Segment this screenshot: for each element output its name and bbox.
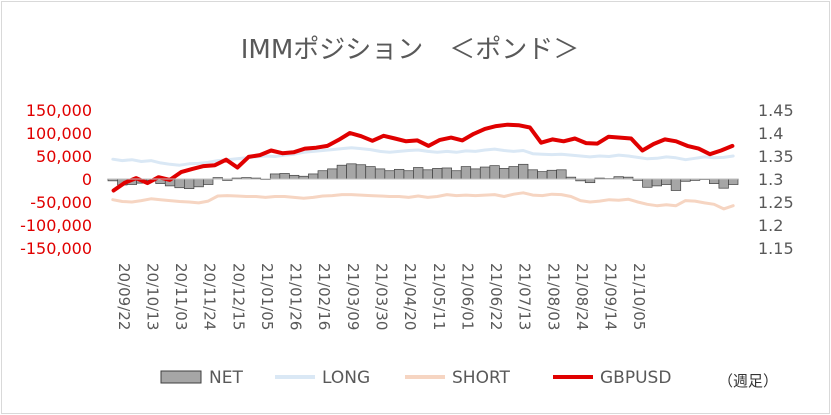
- x-tick-label: 20/10/13: [143, 263, 161, 330]
- left-tick-label: 100,000: [26, 124, 92, 143]
- legend-short-label: SHORT: [452, 368, 511, 388]
- x-tick-label: 21/07/13: [516, 263, 534, 330]
- net-bar: [537, 171, 548, 180]
- x-tick-label: 21/06/01: [458, 263, 476, 330]
- net-bar: [508, 166, 519, 180]
- net-bar: [374, 168, 386, 180]
- net-bar: [269, 173, 281, 180]
- x-tick-label: 21/03/09: [344, 263, 362, 330]
- left-tick-label: 0: [82, 170, 92, 189]
- net-bar: [289, 174, 300, 180]
- net-bar: [470, 168, 481, 180]
- x-tick-label: 21/04/20: [401, 263, 419, 330]
- left-axis: 150,000 100,000 50,000 0 -50,000 -100,000 -150…: [20, 101, 92, 258]
- net-bar: [308, 173, 319, 180]
- x-axis: 20/09/22 20/10/13 20/11/03 20/11/24 20/12/15…: [115, 263, 648, 330]
- legend-net-swatch: [160, 370, 202, 384]
- x-tick-label: 21/01/05: [258, 263, 276, 330]
- legend-net-label: NET: [209, 368, 243, 388]
- right-axis: 1.45 1.4 1.35 1.3 1.25 1.2 1.15: [758, 101, 794, 258]
- series-lines: [111, 122, 735, 211]
- x-tick-label: 21/03/30: [373, 263, 391, 330]
- series-line-short: [111, 191, 735, 211]
- net-bar: [384, 170, 395, 180]
- net-bar: [317, 170, 328, 180]
- x-tick-label: 20/12/15: [229, 263, 247, 330]
- x-tick-label: 20/09/22: [115, 263, 133, 330]
- net-bar: [336, 164, 347, 180]
- net-bar: [346, 163, 357, 180]
- x-tick-label: 21/08/24: [573, 263, 591, 330]
- legend-gbpusd-label: GBPUSD: [600, 368, 671, 388]
- net-bar: [718, 178, 729, 189]
- x-tick-label: 21/06/22: [487, 263, 505, 330]
- x-tick-label: 21/01/26: [287, 263, 305, 330]
- net-bar: [489, 165, 500, 180]
- net-bar: [279, 173, 290, 180]
- legend-note: （週足）: [718, 372, 778, 390]
- net-bar: [327, 168, 338, 180]
- net-bar: [460, 166, 472, 180]
- right-tick-label: 1.35: [758, 147, 794, 166]
- net-bar: [355, 164, 367, 180]
- net-bar: [584, 178, 596, 184]
- right-tick-label: 1.45: [758, 101, 794, 120]
- net-bar: [394, 168, 405, 180]
- x-tick-label: 21/08/03: [544, 263, 562, 330]
- net-bar: [451, 170, 462, 180]
- net-bar: [518, 163, 529, 180]
- x-tick-label: 21/10/05: [630, 263, 648, 330]
- net-bar: [527, 169, 538, 180]
- left-tick-label: -150,000: [20, 239, 92, 258]
- legend-long-label: LONG: [322, 368, 370, 388]
- left-tick-label: -50,000: [30, 193, 92, 212]
- legend: NET LONG SHORT GBPUSD （週足）: [160, 368, 778, 390]
- x-tick-label: 21/02/16: [315, 263, 333, 330]
- left-tick-label: 50,000: [36, 147, 92, 166]
- x-tick-label: 20/11/03: [172, 263, 190, 330]
- right-tick-label: 1.4: [758, 124, 783, 143]
- net-bar: [413, 167, 424, 180]
- net-bar: [403, 170, 414, 180]
- net-bar: [661, 178, 672, 185]
- net-bar: [499, 168, 510, 180]
- net-bar: [670, 178, 682, 191]
- net-bar: [709, 178, 720, 184]
- x-tick-label: 20/11/24: [201, 263, 219, 330]
- net-bar: [432, 168, 443, 180]
- right-tick-label: 1.25: [758, 193, 794, 212]
- net-bar: [556, 169, 567, 180]
- right-tick-label: 1.2: [758, 216, 783, 235]
- left-tick-label: 150,000: [26, 101, 92, 120]
- x-tick-label: 21/09/14: [602, 263, 620, 330]
- chart-title: IMMポジション ＜ポンド＞: [241, 35, 580, 65]
- net-bar: [174, 178, 185, 189]
- net-bar: [651, 178, 662, 187]
- x-tick-label: 21/05/11: [430, 263, 448, 330]
- series-line-long: [111, 146, 735, 167]
- net-bar: [365, 166, 376, 180]
- net-bar: [728, 178, 739, 185]
- net-bar: [203, 178, 214, 185]
- net-bar: [546, 169, 557, 180]
- left-tick-label: -100,000: [20, 216, 92, 235]
- right-tick-label: 1.3: [758, 170, 783, 189]
- net-bar: [184, 178, 195, 190]
- series-line-gbpusd: [111, 122, 735, 193]
- net-bar: [422, 169, 433, 180]
- net-bar: [193, 178, 204, 188]
- right-tick-label: 1.15: [758, 239, 794, 258]
- net-bar: [479, 166, 491, 180]
- net-bar: [441, 167, 452, 180]
- net-bar: [642, 178, 653, 188]
